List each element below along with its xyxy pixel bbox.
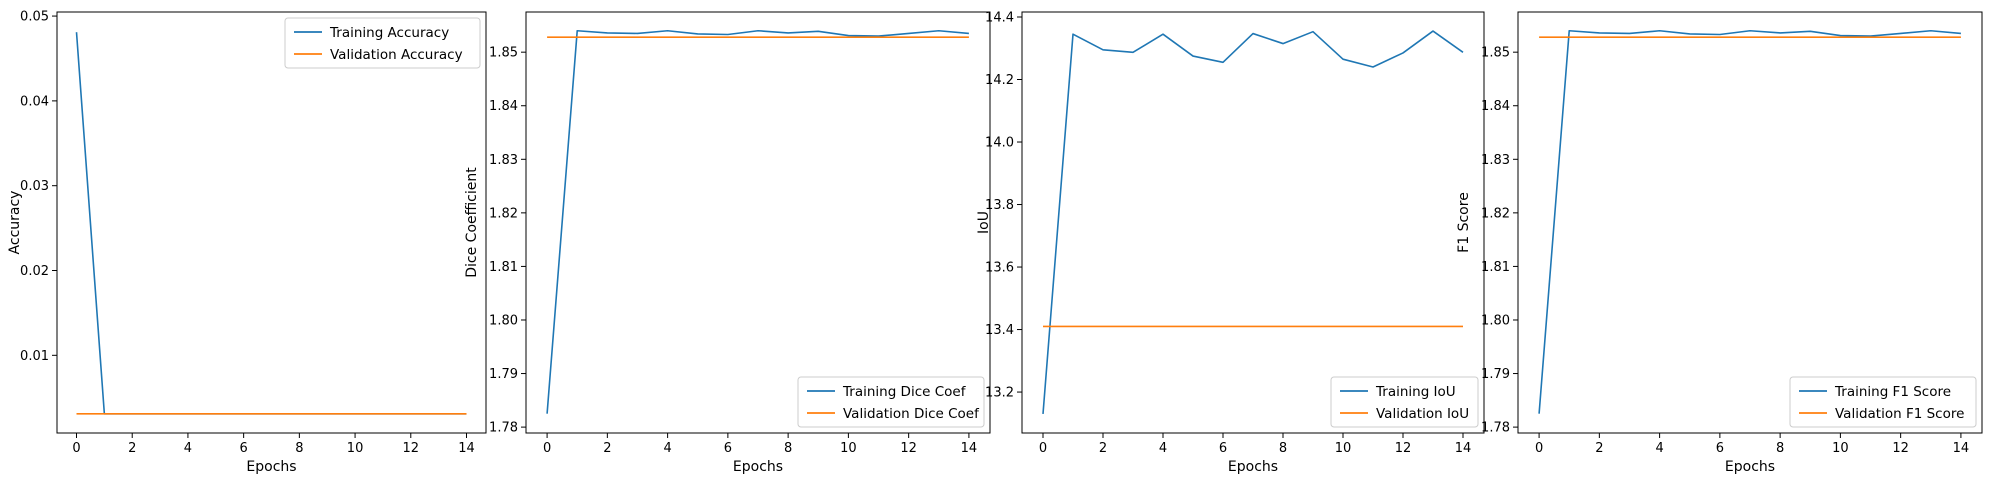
x-tick-label: 8 xyxy=(295,441,303,456)
x-tick-label: 14 xyxy=(1455,441,1472,456)
x-tick-label: 0 xyxy=(1039,441,1047,456)
x-tick-label: 10 xyxy=(1832,441,1849,456)
x-tick-label: 10 xyxy=(840,441,857,456)
y-tick-label: 1.85 xyxy=(489,46,518,61)
y-tick-label: 14.0 xyxy=(985,136,1014,151)
legend-label: Training Accuracy xyxy=(329,25,449,41)
y-tick-label: 1.79 xyxy=(1481,367,1510,382)
y-tick-label: 1.82 xyxy=(1481,206,1510,221)
axes-frame xyxy=(1021,11,1485,434)
y-tick-label: 0.01 xyxy=(20,349,49,364)
x-tick-label: 14 xyxy=(458,441,475,456)
chart-panel-2: 0 2 4 6 8 10 12 14 1.78 1.79 1.80 1.81 1.82 1.83 1.84 1… xyxy=(464,11,991,475)
x-axis-label: Epochs xyxy=(246,459,296,475)
y-axis-label: F1 Score xyxy=(1456,192,1472,253)
x-tick-label: 0 xyxy=(543,441,551,456)
x-tick-label: 10 xyxy=(1335,441,1352,456)
legend-label: Validation F1 Score xyxy=(1835,406,1964,422)
x-tick-label: 6 xyxy=(1219,441,1227,456)
x-tick-label: 14 xyxy=(1953,441,1970,456)
series-line-training xyxy=(1538,29,1961,414)
legend-box xyxy=(1330,376,1479,428)
x-tick-label: 0 xyxy=(72,441,80,456)
x-tick-label: 2 xyxy=(1099,441,1107,456)
y-tick-label: 13.8 xyxy=(985,198,1014,213)
y-tick-label: 1.84 xyxy=(489,99,518,114)
y-tick-label: 0.02 xyxy=(20,264,49,279)
axes-frame xyxy=(56,11,487,434)
x-tick-label: 4 xyxy=(663,441,671,456)
series-line-training xyxy=(75,32,467,415)
chart-panel-1: 0 2 4 6 8 10 12 14 0.01 0.02 0.03 0.04 0.05 Epochs Acc… xyxy=(7,10,487,475)
y-tick-label: 1.78 xyxy=(1481,421,1510,436)
legend-label: Validation Dice Coef xyxy=(843,406,980,422)
x-tick-label: 10 xyxy=(347,441,364,456)
legend: Training F1 Score Validation F1 Score xyxy=(1789,376,1977,428)
x-tick-label: 2 xyxy=(603,441,611,456)
legend-box xyxy=(1789,376,1977,428)
y-axis-label: Accuracy xyxy=(7,191,23,255)
series-line-training xyxy=(546,29,969,414)
y-tick-label: 0.04 xyxy=(20,94,49,109)
x-axis-label: Epochs xyxy=(733,459,783,475)
x-tick-label: 2 xyxy=(128,441,136,456)
y-tick-label: 0.05 xyxy=(20,10,49,25)
y-tick-label: 1.81 xyxy=(1481,260,1510,275)
y-tick-label: 1.80 xyxy=(1481,313,1510,328)
x-tick-label: 8 xyxy=(1776,441,1784,456)
legend-label: Validation Accuracy xyxy=(330,47,463,63)
legend: Training Accuracy Validation Accuracy xyxy=(284,17,481,69)
x-tick-label: 4 xyxy=(1159,441,1167,456)
legend-box xyxy=(797,376,985,428)
y-tick-label: 14.4 xyxy=(985,11,1014,26)
x-tick-label: 14 xyxy=(961,441,978,456)
x-tick-label: 6 xyxy=(240,441,248,456)
axes-frame xyxy=(525,11,991,434)
x-tick-label: 8 xyxy=(1279,441,1287,456)
y-tick-label: 1.83 xyxy=(489,153,518,168)
y-tick-label: 1.78 xyxy=(489,421,518,436)
x-tick-label: 4 xyxy=(1655,441,1663,456)
y-tick-label: 1.79 xyxy=(489,367,518,382)
x-tick-label: 6 xyxy=(724,441,732,456)
x-tick-label: 0 xyxy=(1535,441,1543,456)
x-axis-label: Epochs xyxy=(1228,459,1278,475)
x-tick-label: 2 xyxy=(1595,441,1603,456)
y-tick-label: 1.85 xyxy=(1481,46,1510,61)
y-tick-label: 14.2 xyxy=(985,73,1014,88)
y-tick-label: 1.82 xyxy=(489,206,518,221)
x-tick-label: 6 xyxy=(1716,441,1724,456)
x-tick-label: 8 xyxy=(784,441,792,456)
chart-panel-4: 0 2 4 6 8 10 12 14 1.78 1.79 1.80 1.81 1.82 1.83 1.84 1… xyxy=(1456,11,1983,475)
x-tick-label: 4 xyxy=(184,441,192,456)
y-tick-label: 13.2 xyxy=(985,386,1014,401)
legend-label: Training IoU xyxy=(1375,384,1456,400)
x-tick-label: 12 xyxy=(900,441,917,456)
x-tick-label: 12 xyxy=(1892,441,1909,456)
y-tick-label: 1.84 xyxy=(1481,99,1510,114)
legend-box xyxy=(284,17,481,69)
y-tick-label: 13.6 xyxy=(985,261,1014,276)
legend: Training IoU Validation IoU xyxy=(1330,376,1479,428)
legend-label: Training F1 Score xyxy=(1834,384,1951,400)
chart-panel-3: 0 2 4 6 8 10 12 14 13.2 13.4 13.6 13.8 14.0 14.2 14.4 E… xyxy=(976,11,1485,475)
x-tick-label: 12 xyxy=(403,441,420,456)
y-tick-label: 1.83 xyxy=(1481,153,1510,168)
x-tick-label: 12 xyxy=(1395,441,1412,456)
y-tick-label: 13.4 xyxy=(985,323,1014,338)
y-tick-label: 0.03 xyxy=(20,179,49,194)
y-tick-label: 1.80 xyxy=(489,313,518,328)
series-line-training xyxy=(1042,30,1464,414)
y-axis-label: IoU xyxy=(976,211,992,234)
y-tick-label: 1.81 xyxy=(489,260,518,275)
y-axis-label: Dice Coefficient xyxy=(464,167,480,278)
legend-label: Validation IoU xyxy=(1376,406,1469,422)
axes-frame xyxy=(1517,11,1983,434)
legend-label: Training Dice Coef xyxy=(842,384,967,400)
x-axis-label: Epochs xyxy=(1725,459,1775,475)
legend: Training Dice Coef Validation Dice Coef xyxy=(797,376,985,428)
